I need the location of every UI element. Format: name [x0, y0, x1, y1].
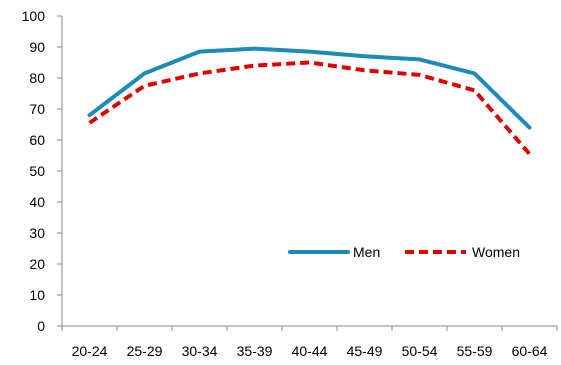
- series-line-men: [87, 46, 532, 130]
- x-tick-label: 60-64: [512, 343, 548, 359]
- legend-label-men: Men: [353, 244, 380, 260]
- x-tick-label: 45-49: [347, 343, 383, 359]
- y-tick-label: 50: [29, 163, 45, 179]
- series-lines: [87, 46, 532, 156]
- x-tick-label: 25-29: [127, 343, 163, 359]
- axes: [57, 15, 558, 331]
- y-tick-label: 10: [29, 287, 45, 303]
- x-tick-label: 40-44: [292, 343, 328, 359]
- x-tick-label: 50-54: [402, 343, 438, 359]
- y-tick-label: 60: [29, 132, 45, 148]
- y-tick-label: 20: [29, 256, 45, 272]
- y-tick-label: 70: [29, 101, 45, 117]
- x-tick-label: 55-59: [457, 343, 493, 359]
- y-tick-label: 0: [37, 318, 45, 334]
- y-tick-label: 40: [29, 194, 45, 210]
- series-line-women: [88, 60, 532, 156]
- y-tick-label: 30: [29, 225, 45, 241]
- x-tick-label: 35-39: [237, 343, 273, 359]
- y-tick-label: 90: [29, 39, 45, 55]
- legend: Men Women: [288, 244, 520, 260]
- y-tick-label: 80: [29, 70, 45, 86]
- x-tick-label: 30-34: [182, 343, 218, 359]
- x-tick-label: 20-24: [72, 343, 108, 359]
- tick-labels: 0 10 20 30 40 50 60 70 80 90 100 20-24 25-29 30-34 35-…: [22, 8, 548, 359]
- y-tick-label: 100: [22, 8, 46, 24]
- legend-label-women: Women: [472, 244, 520, 260]
